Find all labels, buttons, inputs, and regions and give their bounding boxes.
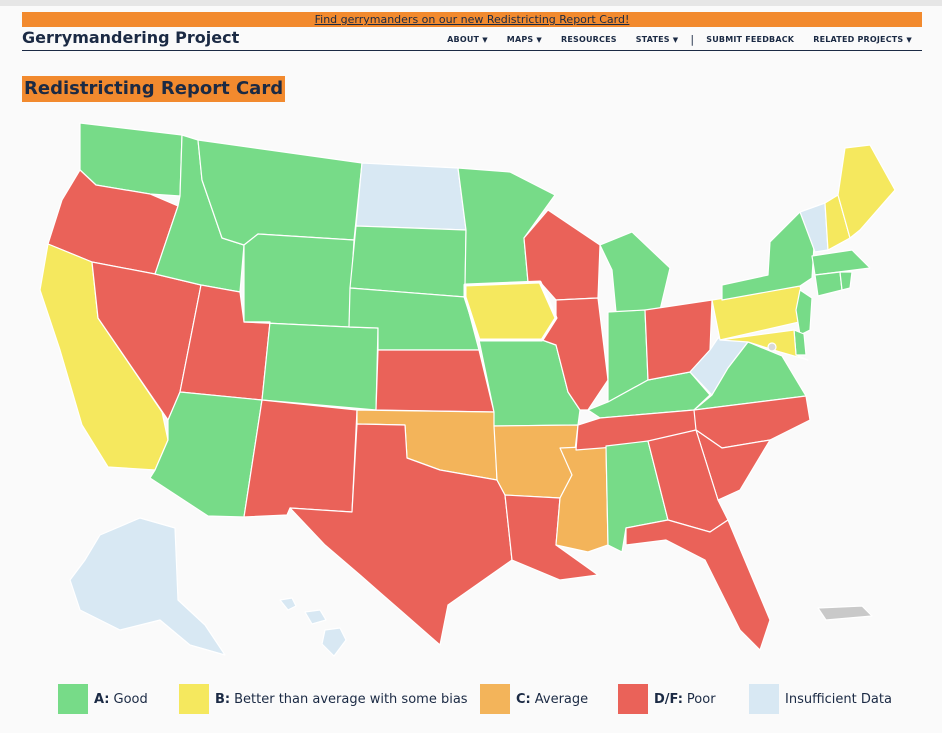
legend-item-b: B: Better than average with some bias — [179, 684, 468, 714]
state-fl[interactable] — [625, 519, 771, 651]
nav-related-projects[interactable]: RELATED PROJECTS ▼ — [813, 35, 912, 44]
state-ny[interactable] — [721, 211, 816, 301]
site-brand[interactable]: Gerrymandering Project — [22, 28, 240, 47]
nav-about-label: ABOUT — [447, 35, 480, 44]
legend-item-a: A: Good — [58, 684, 148, 714]
state-tx[interactable] — [289, 423, 513, 646]
legend-text-df: Poor — [686, 691, 716, 707]
nav-submit-feedback[interactable]: SUBMIT FEEDBACK — [706, 35, 794, 44]
report-card-link[interactable]: Find gerrymanders on our new Redistricti… — [314, 13, 630, 26]
top-border — [0, 0, 942, 6]
legend-text-c: Average — [534, 691, 589, 707]
nav-maps[interactable]: MAPS ▼ — [507, 35, 542, 44]
nav-states[interactable]: STATES ▼ — [636, 35, 679, 44]
nav-separator: | — [690, 33, 695, 46]
nav-submit-feedback-label: SUBMIT FEEDBACK — [706, 35, 795, 44]
state-sd[interactable] — [349, 225, 467, 298]
state-nd[interactable] — [355, 162, 467, 231]
legend-text-insufficient: Insufficient Data — [785, 691, 892, 707]
state-mt[interactable] — [197, 139, 363, 246]
main-nav: ABOUT ▼ MAPS ▼ RESOURCES STATES ▼ | SUBMIT … — [428, 33, 912, 46]
legend-item-df: D/F: Poor — [618, 684, 716, 714]
legend-item-c: C: Average — [480, 684, 588, 714]
chevron-down-icon: ▼ — [482, 36, 488, 44]
nav-states-label: STATES — [635, 35, 670, 44]
state-ks[interactable] — [375, 349, 495, 413]
legend-grade-b: B: — [215, 691, 231, 707]
state-ri[interactable] — [839, 271, 853, 291]
state-nm[interactable] — [243, 399, 358, 518]
legend-swatch-c — [480, 684, 510, 714]
legend-item-insufficient: Insufficient Data — [749, 684, 892, 714]
nav-about[interactable]: ABOUT ▼ — [447, 35, 488, 44]
state-hi[interactable] — [279, 597, 347, 657]
state-wy[interactable] — [243, 233, 355, 328]
legend-swatch-b — [179, 684, 209, 714]
legend-text-b: Better than average with some bias — [234, 691, 468, 707]
legend-grade-c: C: — [516, 691, 531, 707]
legend-grade-a: A: — [94, 691, 110, 707]
state-me[interactable] — [837, 144, 896, 239]
announcement-banner: Find gerrymanders on our new Redistricti… — [22, 12, 922, 27]
state-mi[interactable] — [599, 231, 671, 313]
state-dc[interactable] — [767, 342, 777, 352]
nav-resources[interactable]: RESOURCES — [561, 35, 617, 44]
state-ak[interactable] — [69, 517, 226, 656]
legend-swatch-a — [58, 684, 88, 714]
state-ia[interactable] — [463, 280, 558, 342]
legend-swatch-insufficient — [749, 684, 779, 714]
map-legend: A: Good B: Better than average with some b… — [58, 684, 918, 714]
nav-maps-label: MAPS — [506, 35, 534, 44]
state-md[interactable] — [719, 329, 809, 361]
legend-grade-df: D/F: — [654, 691, 683, 707]
nav-related-projects-label: RELATED PROJECTS — [813, 35, 904, 44]
state-pr — [817, 605, 873, 621]
chevron-down-icon: ▼ — [672, 36, 679, 44]
state-ct[interactable] — [814, 271, 843, 297]
state-nj[interactable] — [795, 289, 813, 336]
legend-swatch-df — [618, 684, 648, 714]
nav-resources-label: RESOURCES — [560, 35, 617, 44]
chevron-down-icon: ▼ — [906, 36, 912, 44]
state-ma[interactable] — [811, 249, 871, 276]
legend-text-a: Good — [113, 691, 148, 707]
site-header: Gerrymandering Project ABOUT ▼ MAPS ▼ RESO… — [22, 27, 922, 51]
page-title: Redistricting Report Card — [22, 76, 286, 102]
chevron-down-icon: ▼ — [536, 36, 542, 44]
